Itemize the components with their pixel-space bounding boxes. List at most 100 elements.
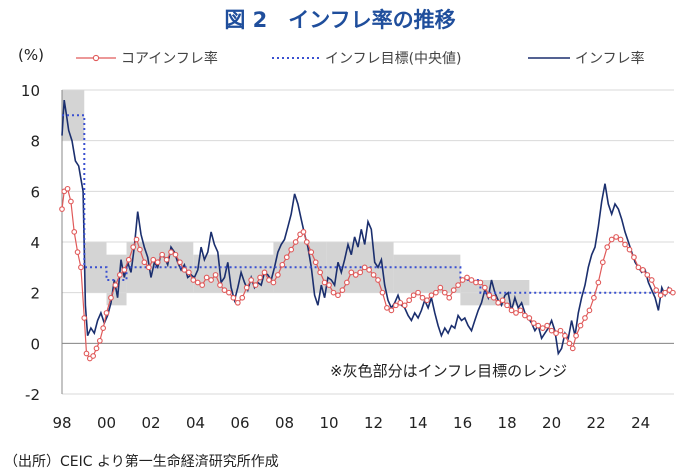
series-core-point: [653, 287, 660, 293]
series-core-point: [74, 249, 81, 255]
series-core-point: [450, 287, 457, 293]
series-core-point: [481, 284, 488, 291]
x-tick-label: 04: [186, 414, 205, 432]
series-core-point: [441, 289, 448, 296]
series-core-point: [586, 307, 593, 314]
x-tick-label: 98: [52, 414, 71, 432]
series-core-point: [384, 305, 390, 311]
series-core-point: [283, 254, 290, 261]
x-tick-label: 10: [320, 414, 339, 432]
series-core-point: [428, 292, 435, 299]
series-core-point: [582, 315, 588, 321]
legend-core-marker: [92, 54, 100, 62]
y-tick-label: 0: [30, 335, 40, 353]
series-core-point: [539, 325, 546, 331]
series-core-point: [486, 292, 493, 299]
series-core-point: [83, 350, 90, 357]
series-core-point: [670, 289, 676, 296]
series-core-point: [78, 264, 84, 271]
series-core-point: [150, 256, 157, 263]
series-core-point: [303, 239, 310, 245]
series-core-point: [168, 249, 174, 255]
series-core-point: [203, 274, 210, 281]
y-tick-label: 10: [21, 82, 40, 100]
series-core-point: [217, 282, 223, 288]
series-core-point: [326, 282, 332, 288]
y-tick-label: -2: [25, 386, 40, 404]
series-core-point: [477, 279, 484, 286]
series-core-point: [59, 206, 65, 212]
series-core-point: [93, 345, 100, 352]
series-core-point: [292, 239, 299, 245]
series-core-point: [112, 282, 119, 288]
series-core-point: [622, 241, 628, 248]
x-tick-label: 00: [97, 414, 116, 432]
series-core-point: [199, 282, 206, 288]
series-core-point: [194, 279, 201, 286]
series-core-point: [662, 289, 668, 296]
series-core-point: [459, 277, 466, 283]
y-tick-label: 6: [30, 183, 40, 201]
series-core-point: [100, 325, 107, 331]
series-core-point: [348, 269, 355, 276]
series-core-point: [288, 246, 295, 253]
series-core-point: [317, 269, 324, 276]
series-core-point: [513, 310, 519, 316]
series-core-point: [508, 307, 515, 314]
x-tick-label: 20: [542, 414, 561, 432]
series-core-point: [548, 327, 555, 334]
series-core-point: [357, 269, 364, 276]
target-band-7: [393, 254, 461, 293]
series-headline-line: [61, 99, 674, 356]
series-core-point: [64, 185, 71, 192]
series-core-point: [312, 259, 319, 266]
series-core-point: [261, 269, 268, 276]
series-core-point: [279, 261, 286, 268]
series-core-point: [415, 289, 421, 296]
source-note: （出所）CEIC より第一生命経済研究所作成: [4, 454, 279, 470]
series-core-point: [300, 229, 307, 235]
series-core-point: [613, 234, 619, 240]
series-core-point: [595, 279, 602, 286]
series-core-point: [591, 294, 597, 301]
series-core-point: [339, 287, 346, 293]
series-core-point: [137, 246, 143, 253]
legend-headline-label: インフレ率: [575, 50, 645, 67]
series-core-point: [604, 244, 611, 250]
chart-title: 図 2 インフレ率の推移: [224, 8, 456, 32]
gridlines: [62, 89, 674, 395]
series-core-point: [177, 259, 183, 266]
series-core-point: [108, 294, 114, 301]
series-core-point: [361, 264, 368, 271]
legend-target-label: インフレ目標(中央値): [325, 51, 462, 67]
target-band-4: [193, 254, 274, 293]
series-core-point: [599, 259, 606, 266]
series-core-point: [154, 259, 161, 266]
series-core-point: [644, 272, 651, 278]
series-core-point: [321, 279, 328, 286]
series-core-point: [517, 307, 524, 314]
series-core-point: [401, 302, 408, 309]
series-core-point: [208, 277, 214, 283]
y-tick-label: 8: [30, 133, 40, 151]
x-tick-label: 24: [631, 414, 650, 432]
series-core-point: [631, 254, 637, 261]
series-core-point: [230, 294, 237, 301]
series-core-point: [190, 277, 197, 283]
x-tick-label: 12: [364, 414, 383, 432]
y-tick-label: 2: [30, 285, 40, 303]
series-core-point: [234, 299, 241, 306]
series-core-point: [266, 277, 272, 283]
series-core-point: [544, 322, 550, 329]
series-core-point: [352, 272, 359, 278]
series-core-point: [446, 294, 453, 301]
series-core-point: [330, 289, 337, 296]
series-core-point: [243, 284, 250, 291]
series-core-point: [566, 340, 573, 347]
series-core-point: [181, 267, 188, 273]
series-core-point: [130, 244, 137, 250]
series-core-point: [252, 282, 259, 288]
series-core-point: [464, 274, 470, 281]
series-core-point: [270, 279, 277, 286]
